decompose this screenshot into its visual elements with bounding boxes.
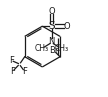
Text: N: N bbox=[48, 37, 55, 46]
Text: CH₃: CH₃ bbox=[54, 44, 68, 53]
Text: CH₃: CH₃ bbox=[35, 44, 49, 53]
Text: F: F bbox=[22, 67, 27, 76]
Text: F: F bbox=[9, 56, 14, 65]
Text: S: S bbox=[48, 21, 55, 31]
Text: O: O bbox=[63, 22, 70, 31]
Text: Br: Br bbox=[49, 46, 59, 55]
Text: O: O bbox=[48, 7, 55, 16]
Text: F: F bbox=[10, 67, 15, 76]
